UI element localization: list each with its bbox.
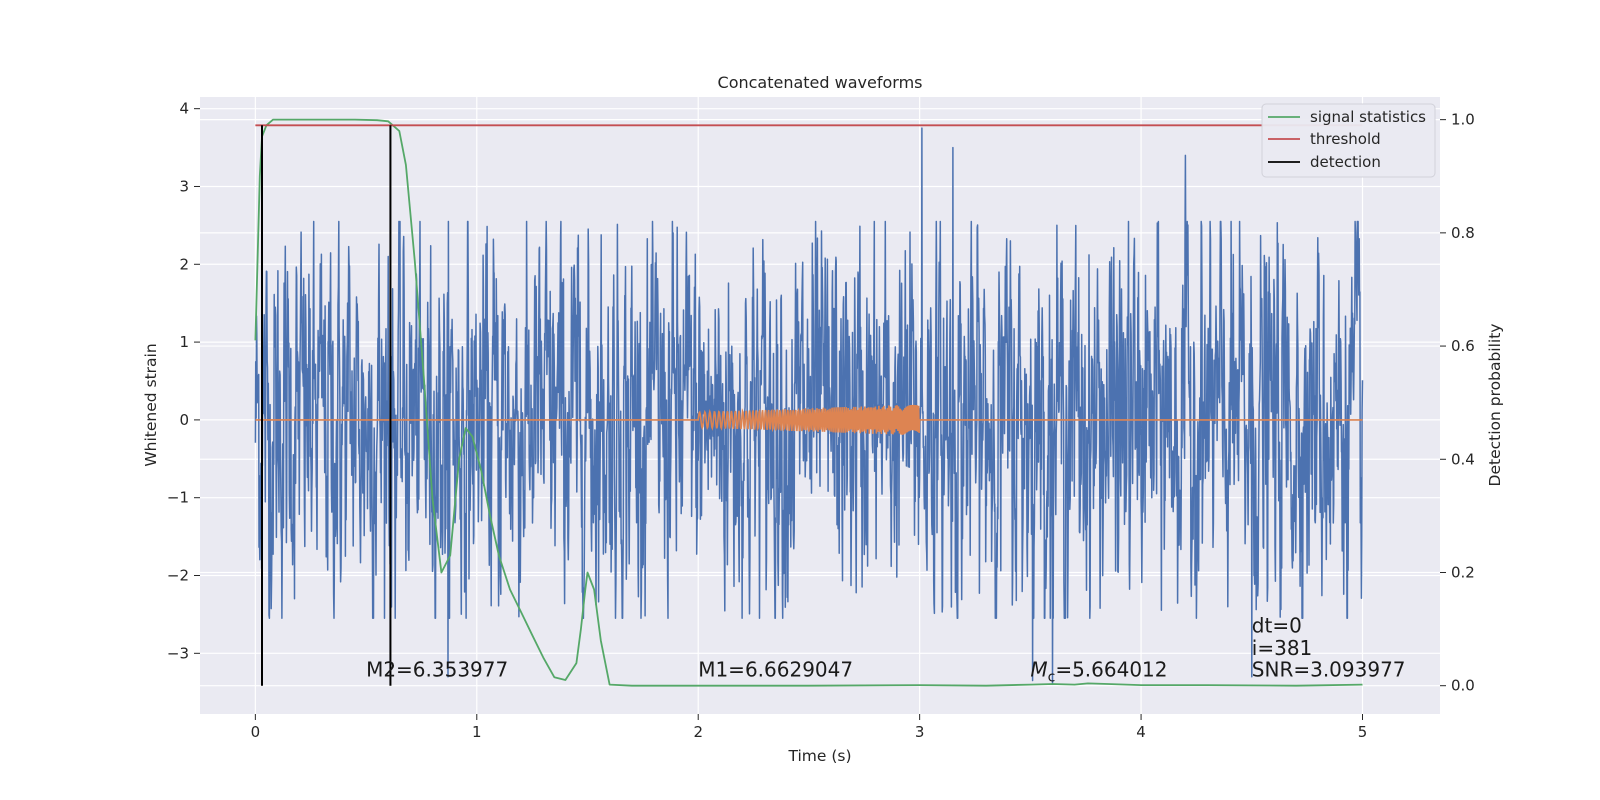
x-tick-label: 0 [251,723,261,741]
strain-line [254,127,1364,686]
annotation-text: SNR=3.093977 [1252,658,1406,682]
x-tick-label: 5 [1358,723,1368,741]
y-left-tick-label: 3 [179,177,189,195]
x-tick-label: 1 [472,723,482,741]
signal-statistics-series [254,118,1363,687]
signal-statistics-line [254,118,1363,687]
y-left-tick-label: 1 [179,333,189,351]
y-axis-label-left: Whitened strain [142,343,160,466]
y-left-tick-label: 0 [179,411,189,429]
y-axis-label-right: Detection probability [1486,324,1504,487]
annotation-text: Mc=5.664012 [1030,658,1167,686]
y-right-tick-label: 0.0 [1451,677,1475,695]
y-left-tick-label: 4 [179,100,189,118]
legend-box [1261,103,1436,178]
chart-title: Concatenated waveforms [718,73,923,92]
y-right-tick-label: 0.8 [1451,224,1475,242]
x-tick-label: 4 [1136,723,1146,741]
y-ticks-left: 4 3 2 1 0 −1 −2 −3 [167,100,200,662]
strain-series [254,127,1364,686]
annotation-text: M1=6.6629047 [698,658,853,682]
y-ticks-right: 1.0 0.8 0.6 0.4 0.2 0.0 [1440,111,1475,695]
x-tick-label: 2 [693,723,703,741]
template-series [255,404,1363,435]
legend-label-signal-statistics: signal statistics [1310,108,1426,126]
template-line [255,404,1363,435]
x-tick-label: 3 [915,723,925,741]
legend-label-threshold: threshold [1310,130,1381,148]
x-axis-label: Time (s) [787,747,851,765]
annotations: M2=6.353977 M1=6.6629047 Mc=5.664012 dt=0i=… [366,613,1405,685]
y-left-tick-label: −3 [167,644,189,662]
annotation-text: M2=6.353977 [366,658,508,682]
y-left-tick-label: 2 [179,255,189,273]
y-right-tick-label: 0.6 [1451,337,1475,355]
y-left-tick-label: −1 [167,489,189,507]
legend-label-detection: detection [1310,153,1381,171]
y-right-tick-label: 1.0 [1451,111,1475,129]
y-right-tick-label: 0.4 [1451,450,1475,468]
legend: signal statistics threshold detection [1261,103,1436,178]
annotation-text: dt=0 [1252,613,1302,637]
detection-series [261,125,392,686]
y-left-tick-label: −2 [167,567,189,585]
x-ticks: 0 1 2 3 4 5 [251,714,1368,741]
annotation-text: i=381 [1252,636,1313,660]
y-right-tick-label: 0.2 [1451,563,1475,581]
